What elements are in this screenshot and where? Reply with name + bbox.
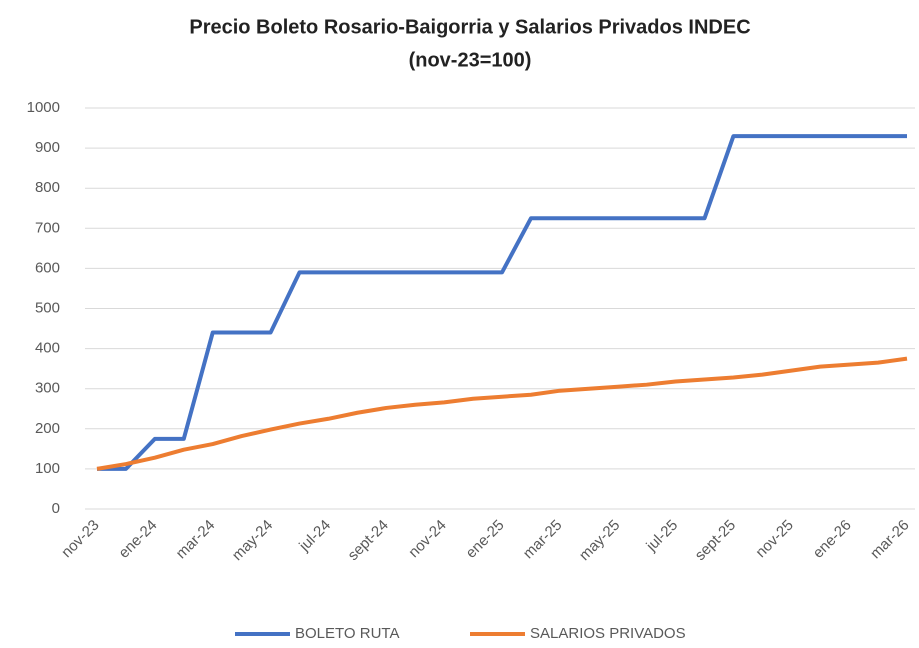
y-tick-label: 400	[35, 340, 60, 357]
y-tick-label: 1000	[27, 99, 60, 116]
y-tick-label: 200	[35, 420, 60, 437]
x-tick-label: sept-25	[692, 517, 739, 564]
x-tick-label: mar-25	[520, 517, 566, 563]
y-tick-label: 100	[35, 460, 60, 477]
y-tick-label: 0	[52, 500, 60, 517]
y-tick-label: 900	[35, 139, 60, 156]
x-tick-label: jul-24	[295, 517, 334, 556]
series-line	[96, 356, 908, 471]
x-tick-label: sept-24	[345, 517, 392, 564]
x-tick-label: may-25	[576, 517, 623, 564]
x-tick-label: jul-25	[643, 517, 682, 556]
y-tick-label: 300	[35, 380, 60, 397]
x-tick-label: ene-25	[463, 517, 508, 562]
x-tick-label: mar-24	[173, 517, 219, 563]
x-tick-label: mar-26	[867, 517, 913, 563]
x-tick-label: ene-24	[115, 517, 160, 562]
x-tick-label: may-24	[229, 517, 276, 564]
y-tick-label: 500	[35, 299, 60, 316]
x-tick-label: nov-24	[405, 517, 449, 561]
chart-subtitle: (nov-23=100)	[409, 49, 532, 71]
x-tick-label: nov-23	[58, 517, 102, 561]
chart-title: Precio Boleto Rosario-Baigorria y Salari…	[189, 16, 750, 38]
y-tick-label: 800	[35, 179, 60, 196]
legend-label: BOLETO RUTA	[295, 625, 399, 642]
y-tick-label: 600	[35, 259, 60, 276]
x-tick-label: nov-25	[752, 517, 796, 561]
y-tick-label: 700	[35, 219, 60, 236]
legend-label: SALARIOS PRIVADOS	[530, 625, 686, 642]
series-line	[97, 134, 907, 471]
x-tick-label: ene-26	[810, 517, 855, 562]
